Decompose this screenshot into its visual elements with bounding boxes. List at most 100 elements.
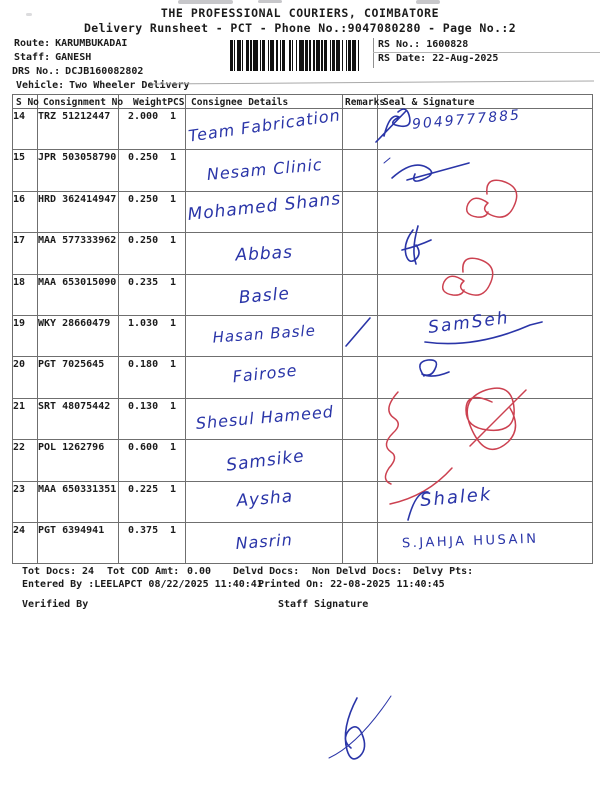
table-row: 23 MAA 650331351 0.225 1 Aysha — [12, 480, 593, 523]
sno-cell: 22 — [12, 439, 38, 482]
consignee-cell: Nasrin — [185, 521, 343, 565]
staff-value: GANESH — [55, 52, 92, 63]
weight-pcs-cell: 0.225 1 — [118, 480, 186, 523]
seal-signature-cell — [377, 232, 593, 275]
pcs-value: 1 — [169, 483, 176, 495]
weight-value: 2.000 — [128, 111, 159, 122]
weight-value: 0.225 — [128, 483, 159, 495]
consignee-handwritten-name: Samsike — [224, 446, 306, 476]
scan-line-artifact — [150, 80, 594, 85]
seal-signature-cell — [377, 480, 593, 523]
rs-no-label: RS No.: — [378, 39, 421, 50]
sno-cell: 18 — [12, 273, 38, 316]
staff-signature-icon — [328, 695, 392, 760]
remarks-cell — [342, 356, 378, 399]
header-seal: Seal & Signature — [377, 94, 593, 109]
weight-value: 0.250 — [128, 235, 159, 247]
delvy-pts-label: Delvy Pts: — [413, 566, 474, 577]
sno-cell: 15 — [12, 149, 38, 192]
route-value: KARUMBUKADAI — [55, 38, 128, 49]
table-header-row: S No Consignment No Weight PCS Consignee … — [12, 94, 593, 109]
consignment-cell: POL 1262796 — [37, 439, 119, 482]
consignment-cell: MAA 653015090 — [37, 273, 119, 316]
pcs-value: 1 — [169, 317, 176, 329]
weight-value: 0.130 — [128, 400, 159, 412]
pcs-value: 1 — [169, 235, 176, 247]
consignee-handwritten-name: Abbas — [235, 242, 294, 266]
remarks-cell — [342, 273, 378, 316]
staff-line: Staff: GANESH — [14, 52, 91, 63]
scan-smudge — [258, 0, 282, 3]
company-title: THE PROFESSIONAL COURIERS, COIMBATORE — [160, 6, 440, 20]
remarks-cell — [342, 232, 378, 275]
consignee-cell: Shesul Hameed — [185, 397, 343, 441]
header-consignment: Consignment No — [37, 94, 123, 109]
consignee-cell: Basle — [185, 273, 343, 316]
table-row: 15 JPR 503058790 0.250 1 Nesam Clinic — [12, 149, 593, 192]
table-row: 21 SRT 48075442 0.130 1 Shesul Hameed — [12, 397, 593, 441]
sno-cell: 14 — [12, 107, 38, 151]
weight-pcs-cell: 0.250 1 — [118, 190, 186, 234]
vehicle-line: Vehicle: Two Wheeler Delivery — [16, 80, 190, 91]
weight-pcs-cell: 0.235 1 — [118, 273, 186, 316]
table-row: 18 MAA 653015090 0.235 1 Basle — [12, 273, 593, 316]
consignment-cell: HRD 362414947 — [37, 190, 119, 234]
rs-no-line: RS No.: 1600828 — [378, 38, 498, 52]
consignment-cell: JPR 503058790 — [37, 149, 119, 192]
consignee-cell: Nesam Clinic — [185, 149, 343, 192]
route-label: Route: — [14, 38, 51, 49]
consignee-handwritten-name: Aysha — [235, 486, 294, 511]
consignment-cell: PGT 7025645 — [37, 356, 119, 399]
printed-on-line: Printed On: 22-08-2025 11:40:45 — [258, 579, 445, 590]
rs-no-value: 1600828 — [426, 39, 469, 50]
seal-signature-cell — [377, 273, 593, 316]
weight-value: 1.030 — [128, 317, 159, 329]
drs-value: DCJB160082802 — [65, 66, 144, 77]
consignee-cell: Mohamed Shans — [185, 188, 343, 234]
seal-signature-cell — [377, 521, 593, 565]
table-row: 22 POL 1262796 0.600 1 Samsike — [12, 439, 593, 482]
consignee-cell: Team Fabrication — [185, 105, 343, 151]
weight-pcs-cell: 0.250 1 — [118, 149, 186, 192]
weight-value: 0.250 — [128, 152, 159, 164]
remarks-cell — [342, 190, 378, 234]
header-pcs: PCS — [167, 97, 185, 108]
consignment-cell: MAA 577333962 — [37, 232, 119, 275]
consignment-cell: SRT 48075442 — [37, 397, 119, 441]
consignee-handwritten-name: Hasan Basle — [212, 321, 317, 347]
weight-value: 0.600 — [128, 442, 159, 454]
runsheet-table: S No Consignment No Weight PCS Consignee … — [12, 94, 593, 565]
rs-info-block: RS No.: 1600828 RS Date: 22-Aug-2025 — [378, 38, 498, 66]
seal-signature-cell — [377, 356, 593, 399]
entered-by-line: Entered By :LEELAPCT 08/22/2025 11:40:41 — [22, 579, 263, 590]
weight-value: 0.180 — [128, 359, 159, 371]
sno-cell: 23 — [12, 480, 38, 523]
pcs-value: 1 — [169, 111, 176, 122]
pcs-value: 1 — [169, 193, 176, 205]
pcs-value: 1 — [169, 524, 176, 536]
weight-pcs-cell: 2.000 1 — [118, 107, 186, 151]
seal-signature-cell — [377, 107, 593, 151]
rs-underline — [373, 52, 600, 53]
seal-signature-cell — [377, 314, 593, 358]
rs-date-value: 22-Aug-2025 — [432, 53, 499, 64]
consignee-handwritten-name: Mohamed Shans — [186, 188, 342, 225]
barcode — [230, 40, 372, 71]
weight-pcs-cell: 0.130 1 — [118, 397, 186, 441]
header-remarks: Remarks — [342, 94, 385, 109]
non-delvd-docs-label: Non Delvd Docs: — [312, 566, 403, 577]
table-row: 24 PGT 6394941 0.375 1 Nasrin — [12, 521, 593, 565]
sno-cell: 24 — [12, 521, 38, 565]
consignee-handwritten-name: Nesam Clinic — [206, 155, 324, 185]
verified-by-label: Verified By — [22, 599, 89, 610]
consignee-handwritten-name: Shesul Hameed — [194, 401, 335, 433]
seal-signature-cell — [377, 397, 593, 441]
tot-cod-label: Tot COD Amt: — [107, 566, 180, 577]
header-weight: Weight — [133, 97, 168, 108]
remarks-cell — [342, 149, 378, 192]
table-row: 17 MAA 577333962 0.250 1 Abbas — [12, 232, 593, 275]
tot-cod-value: 0.00 — [187, 566, 212, 577]
remarks-cell — [342, 521, 378, 565]
consignee-handwritten-name: Team Fabrication — [187, 105, 343, 146]
